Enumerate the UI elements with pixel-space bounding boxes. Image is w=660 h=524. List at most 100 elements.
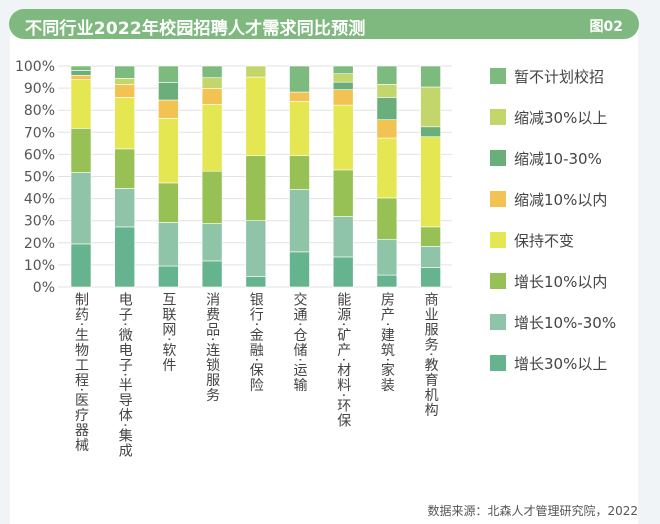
bar-segment bbox=[201, 170, 223, 224]
legend-swatch bbox=[490, 273, 506, 289]
y-tick-label: 50% bbox=[24, 170, 55, 186]
legend-label: 缩减10%以内 bbox=[514, 191, 608, 209]
bar-segment bbox=[420, 65, 441, 88]
bar-segment bbox=[420, 267, 441, 288]
x-tick-label: 电子·微电子·半导体·集成 bbox=[116, 292, 133, 459]
bar-segment bbox=[420, 246, 441, 268]
bar-segment bbox=[420, 136, 441, 228]
bar-segment bbox=[332, 216, 354, 258]
bar-segment bbox=[376, 197, 398, 240]
legend-label: 保持不变 bbox=[514, 232, 575, 250]
bar-segment bbox=[114, 65, 135, 79]
y-tick-label: 90% bbox=[24, 81, 55, 97]
bar-segment bbox=[201, 65, 223, 79]
bar-segment bbox=[245, 76, 267, 157]
bar-segment bbox=[420, 226, 441, 247]
bar-segment bbox=[289, 189, 310, 253]
bar-segment bbox=[114, 97, 135, 150]
data-source: 数据来源：北森人才管理研究院，2022 bbox=[427, 504, 638, 518]
bar-segment bbox=[420, 126, 441, 138]
legend-label: 暂不计划校招 bbox=[514, 68, 605, 86]
bar-segment bbox=[201, 260, 223, 288]
bar-segment bbox=[158, 82, 179, 101]
bar-segment bbox=[114, 148, 135, 189]
legend-label: 缩减10-30% bbox=[514, 150, 602, 168]
bar-segment bbox=[332, 256, 354, 288]
legend-swatch bbox=[490, 109, 506, 125]
y-tick-label: 40% bbox=[24, 192, 55, 208]
x-tick-label: 互联网·软件 bbox=[160, 292, 177, 373]
bar-segment bbox=[332, 169, 354, 217]
bar-segment bbox=[289, 155, 310, 190]
bar-segment bbox=[70, 128, 92, 173]
bar-segment bbox=[245, 220, 267, 277]
legend-swatch bbox=[490, 150, 506, 166]
figure-number: 图02 bbox=[589, 19, 623, 35]
bar-segment bbox=[201, 88, 223, 105]
bar-segment bbox=[376, 137, 398, 199]
bar-segment bbox=[70, 70, 92, 76]
y-tick-label: 80% bbox=[24, 103, 55, 119]
legend-label: 增长10%-30% bbox=[514, 314, 617, 332]
legend-swatch bbox=[490, 314, 506, 330]
legend-label: 增长10%以内 bbox=[514, 273, 608, 291]
bar-segment bbox=[201, 77, 223, 89]
bar-segment bbox=[420, 86, 441, 128]
bar-segment bbox=[158, 99, 179, 119]
bar-segment bbox=[70, 74, 92, 81]
bar-segment bbox=[376, 119, 398, 139]
bar-segment bbox=[289, 251, 310, 288]
bar-segment bbox=[114, 188, 135, 228]
chart-title: 不同行业2022年校园招聘人才需求同比预测 bbox=[25, 19, 366, 39]
bar-segment bbox=[289, 91, 310, 102]
bar-segment bbox=[289, 101, 310, 157]
bar-segment bbox=[114, 84, 135, 98]
bar-segment bbox=[70, 65, 92, 71]
x-tick-label: 房产·建筑·家装 bbox=[378, 292, 395, 393]
bar-segment bbox=[376, 274, 398, 288]
y-tick-label: 70% bbox=[24, 125, 55, 141]
y-tick-label: 100% bbox=[15, 59, 55, 75]
bar-segment bbox=[245, 65, 267, 78]
bar-segment bbox=[332, 81, 354, 90]
bar-segment bbox=[376, 84, 398, 98]
bar-segment bbox=[114, 226, 135, 288]
x-tick-label: 能源·矿产·材料·环保 bbox=[335, 292, 352, 429]
bar-segment bbox=[70, 243, 92, 288]
bar-segment bbox=[158, 265, 179, 288]
y-tick-label: 30% bbox=[24, 214, 55, 230]
legend-swatch bbox=[490, 68, 506, 84]
bar-segment bbox=[376, 65, 398, 85]
bar-segment bbox=[70, 172, 92, 245]
bar-segment bbox=[245, 276, 267, 288]
bar-segment bbox=[114, 78, 135, 85]
x-tick-label: 商业服务·教育机构 bbox=[422, 292, 439, 418]
bar-segment bbox=[158, 118, 179, 184]
y-tick-label: 20% bbox=[24, 236, 55, 252]
legend-swatch bbox=[490, 191, 506, 207]
x-tick-label: 银行·金融·保险 bbox=[247, 292, 264, 393]
legend-label: 缩减30%以上 bbox=[514, 109, 608, 127]
y-tick-label: 0% bbox=[33, 280, 55, 296]
bar-segment bbox=[158, 222, 179, 267]
chart-header: 不同行业2022年校园招聘人才需求同比预测 图02 bbox=[9, 9, 639, 39]
legend-label: 增长30%以上 bbox=[514, 355, 608, 373]
y-tick-label: 10% bbox=[24, 258, 55, 274]
bar-segment bbox=[289, 65, 310, 93]
legend-swatch bbox=[490, 232, 506, 248]
bar-segment bbox=[332, 73, 354, 83]
bar-segment bbox=[332, 104, 354, 171]
bar-segment bbox=[70, 79, 92, 129]
y-tick-label: 60% bbox=[24, 147, 55, 163]
bar-segment bbox=[201, 223, 223, 262]
bar-segment bbox=[158, 65, 179, 83]
bar-segment bbox=[158, 182, 179, 223]
bar-segment bbox=[201, 104, 223, 172]
x-tick-label: 制药·生物工程·医疗器械 bbox=[73, 292, 89, 453]
bar-segment bbox=[376, 97, 398, 121]
bar-segment bbox=[245, 155, 267, 221]
bar-segment bbox=[332, 89, 354, 106]
bar-segment bbox=[332, 65, 354, 75]
x-tick-label: 交通·仓储·运输 bbox=[291, 292, 308, 393]
